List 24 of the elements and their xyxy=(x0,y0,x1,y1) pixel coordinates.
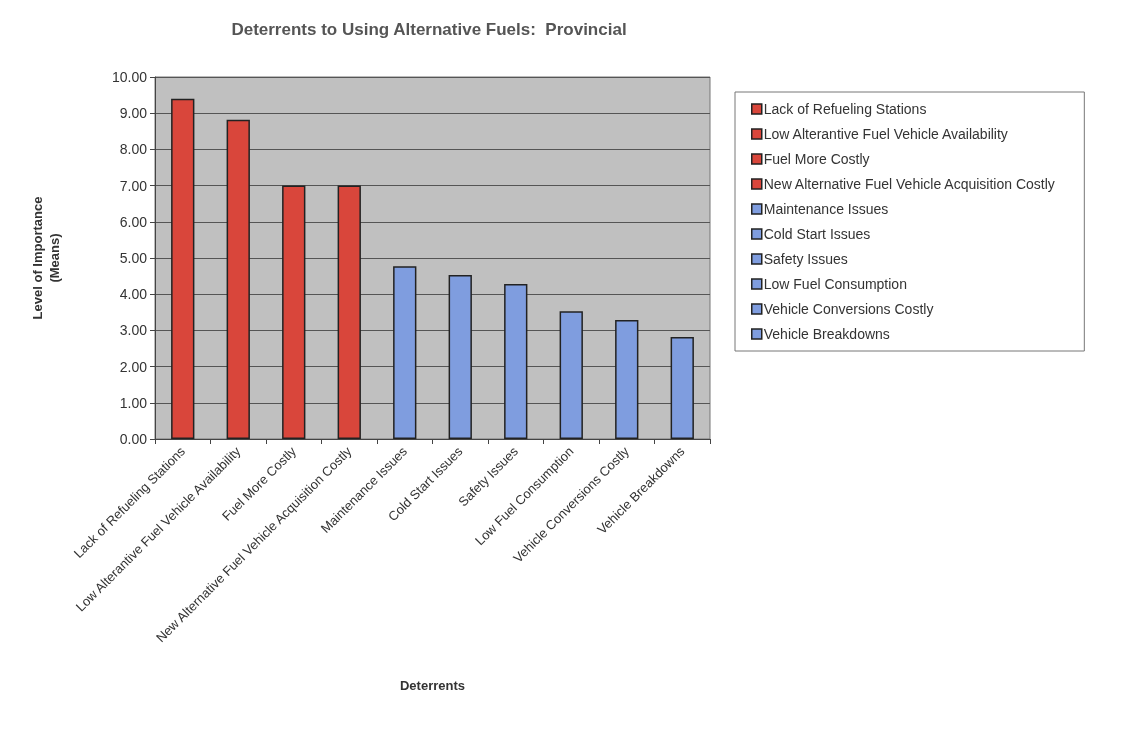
legend-label: Fuel More Costly xyxy=(763,151,870,167)
legend-label: Lack of Refueling Stations xyxy=(763,101,927,117)
x-axis-title: Deterrents xyxy=(399,678,466,693)
y-tick-label: 1.00 xyxy=(119,394,148,411)
legend-label: Maintenance Issues xyxy=(763,201,889,217)
legend-label: Vehicle Breakdowns xyxy=(763,326,890,342)
legend-label: Vehicle Conversions Costly xyxy=(763,301,934,317)
legend-label: New Alternative Fuel Vehicle Acquisition Costly xyxy=(763,176,1055,192)
legend-label: Low Alterantive Fuel Vehicle Availability xyxy=(763,126,1008,142)
y-tick-label: 8.00 xyxy=(119,141,148,158)
y-tick-label: 5.00 xyxy=(119,250,148,266)
legend-label: Low Fuel Consumption xyxy=(763,276,907,292)
y-tick-label: 7.00 xyxy=(119,177,148,194)
y-tick-label: 0.00 xyxy=(119,431,148,447)
y-tick-label: 6.00 xyxy=(119,213,148,230)
y-tick-label: 10.00 xyxy=(111,69,148,85)
y-tick-label: 9.00 xyxy=(119,105,148,122)
y-tick-label: 2.00 xyxy=(119,358,148,375)
legend-label: Cold Start Issues xyxy=(763,226,871,242)
y-tick-label: 3.00 xyxy=(119,322,148,339)
y-axis-title: Level of Importance (Means) xyxy=(30,196,62,320)
y-tick-label: 4.00 xyxy=(119,286,148,303)
chart-title: Deterrents to Using Alternative Fuels: Provincial xyxy=(231,20,627,39)
legend-label: Safety Issues xyxy=(763,251,848,267)
